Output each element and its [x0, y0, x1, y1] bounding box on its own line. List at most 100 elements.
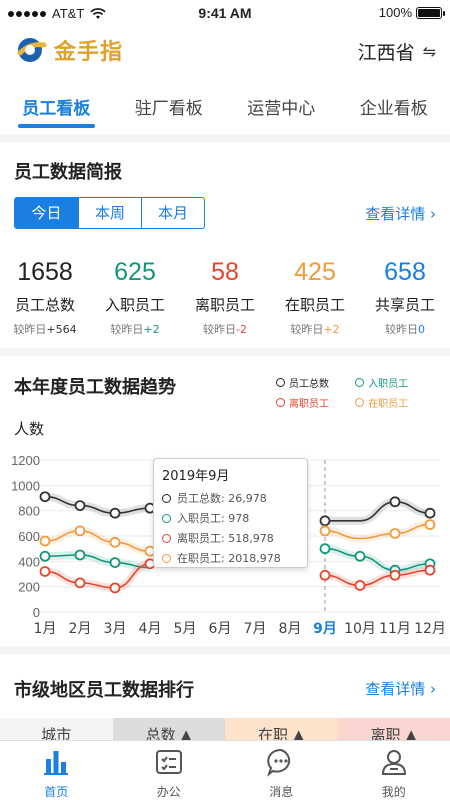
data-point	[354, 550, 366, 562]
stat-value: 1658	[17, 258, 73, 286]
status-bar: AT&T 9:41 AM 100%	[0, 0, 450, 26]
data-point	[389, 496, 401, 508]
data-point	[319, 525, 331, 537]
y-tick-label: 800	[18, 504, 40, 519]
y-tick-label: 1200	[11, 453, 40, 468]
stat-onboarded: 625 入职员工 较昨日+2	[90, 258, 180, 337]
data-point	[74, 577, 86, 589]
nav-office[interactable]: 办公	[113, 741, 226, 800]
period-month[interactable]: 本月	[141, 198, 204, 228]
tooltip-row: 员工总数: 26,978	[162, 488, 299, 508]
app-header: 金手指 江西省 ⇋	[0, 26, 450, 76]
trend-title: 本年度员工数据趋势	[14, 377, 176, 398]
ranking-card: 市级地区员工数据排行 查看详情 › 城市 总数 ▲ 在职 ▲ 离职 ▲	[0, 654, 450, 744]
stat-resigned: 58 离职员工 较昨日-2	[180, 258, 270, 337]
stat-value: 625	[114, 258, 156, 286]
x-tick-label: 12月	[414, 621, 446, 637]
data-point	[39, 535, 51, 547]
period-selector: 今日 本周 本月	[14, 197, 205, 229]
checklist-icon	[155, 750, 182, 774]
series-line	[324, 569, 431, 587]
data-point	[74, 525, 86, 537]
column-total[interactable]: 总数 ▲	[112, 718, 225, 744]
stat-total: 1658 员工总数 较昨日+564	[0, 258, 90, 337]
y-tick-label: 400	[18, 554, 40, 569]
ranking-table-header: 城市 总数 ▲ 在职 ▲ 离职 ▲	[0, 718, 450, 744]
x-tick-label: 10月	[344, 621, 376, 637]
data-point	[39, 491, 51, 503]
ranking-title: 市级地区员工数据排行	[14, 680, 194, 701]
ranking-detail-link[interactable]: 查看详情 ›	[365, 678, 436, 699]
y-axis-label: 人数	[14, 420, 45, 438]
signal-area: AT&T	[8, 6, 106, 21]
tooltip-row: 在职员工: 2018,978	[162, 548, 299, 568]
tab-enterprise-board[interactable]: 企业看板	[359, 99, 428, 119]
nav-label: 我的	[381, 785, 406, 799]
x-tick-label: 1月	[34, 621, 57, 637]
stat-label: 共享员工	[374, 296, 435, 314]
stat-compare: 较昨日-2	[203, 323, 247, 336]
chart-tooltip: 2019年9月 员工总数: 26,978 入职员工: 978 离职员工: 518…	[153, 458, 308, 568]
tooltip-row: 离职员工: 518,978	[162, 528, 299, 548]
series-line	[324, 500, 431, 522]
stat-compare: 较昨日+2	[110, 323, 160, 336]
stat-value: 425	[294, 258, 336, 286]
stat-label: 在职员工	[284, 296, 345, 314]
x-tick-label: 6月	[209, 621, 232, 637]
nav-home[interactable]: 首页	[0, 741, 113, 800]
chat-bubble-icon	[267, 748, 291, 777]
x-tick-label: 11月	[379, 621, 411, 637]
dashboard-tabs: 员工看板 驻厂看板 运营中心 企业看板	[0, 76, 450, 134]
swap-icon: ⇋	[422, 42, 436, 61]
series-line	[324, 523, 431, 540]
series-line	[44, 530, 151, 552]
data-point	[354, 579, 366, 591]
stat-label: 离职员工	[194, 296, 255, 314]
tab-operations-center[interactable]: 运营中心	[247, 99, 316, 119]
data-point	[389, 528, 401, 539]
column-active[interactable]: 在职 ▲	[225, 718, 338, 744]
data-point	[109, 582, 121, 594]
x-tick-label: 8月	[279, 621, 302, 637]
stat-value: 658	[384, 258, 426, 286]
legend-item[interactable]: 离职员工	[276, 395, 352, 410]
nav-label: 办公	[156, 785, 181, 799]
wifi-icon	[90, 7, 106, 19]
stats-row: 1658 员工总数 较昨日+564 625 入职员工 较昨日+2 58 离职员工…	[0, 258, 450, 337]
data-point	[389, 569, 401, 581]
chevron-right-icon: ›	[430, 680, 436, 698]
app-logo: 金手指	[14, 34, 123, 66]
stat-value: 58	[211, 258, 239, 286]
column-city[interactable]: 城市	[0, 718, 113, 744]
series-line	[44, 563, 151, 589]
logo-icon	[17, 38, 47, 62]
legend-item[interactable]: 入职员工	[355, 375, 431, 390]
tab-factory-board[interactable]: 驻厂看板	[134, 99, 203, 119]
period-today[interactable]: 今日	[15, 198, 78, 228]
region-switcher[interactable]: 江西省 ⇋	[358, 38, 436, 65]
legend-item[interactable]: 在职员工	[355, 395, 431, 410]
column-resigned[interactable]: 离职 ▲	[337, 718, 450, 744]
region-label: 江西省	[357, 42, 415, 64]
data-point	[319, 543, 331, 555]
x-tick-label: 5月	[174, 621, 197, 637]
data-point	[74, 500, 86, 511]
tooltip-row: 入职员工: 978	[162, 508, 299, 528]
legend-item[interactable]: 员工总数	[276, 375, 352, 390]
ranking-detail-label: 查看详情	[365, 680, 426, 698]
period-week[interactable]: 本周	[78, 198, 141, 228]
nav-messages[interactable]: 消息	[225, 741, 338, 800]
summary-detail-label: 查看详情	[365, 205, 426, 223]
nav-profile[interactable]: 我的	[338, 741, 450, 800]
tooltip-title: 2019年9月	[162, 469, 230, 484]
data-point	[39, 566, 51, 577]
data-point	[424, 507, 436, 519]
y-tick-label: 1000	[11, 478, 40, 493]
stat-active: 425 在职员工 较昨日+2	[270, 258, 360, 337]
data-point	[109, 507, 121, 519]
data-point	[424, 519, 436, 530]
data-point	[319, 569, 331, 581]
summary-detail-link[interactable]: 查看详情 ›	[365, 203, 436, 224]
tab-employee-board[interactable]: 员工看板	[0, 76, 113, 134]
data-point	[424, 564, 436, 576]
